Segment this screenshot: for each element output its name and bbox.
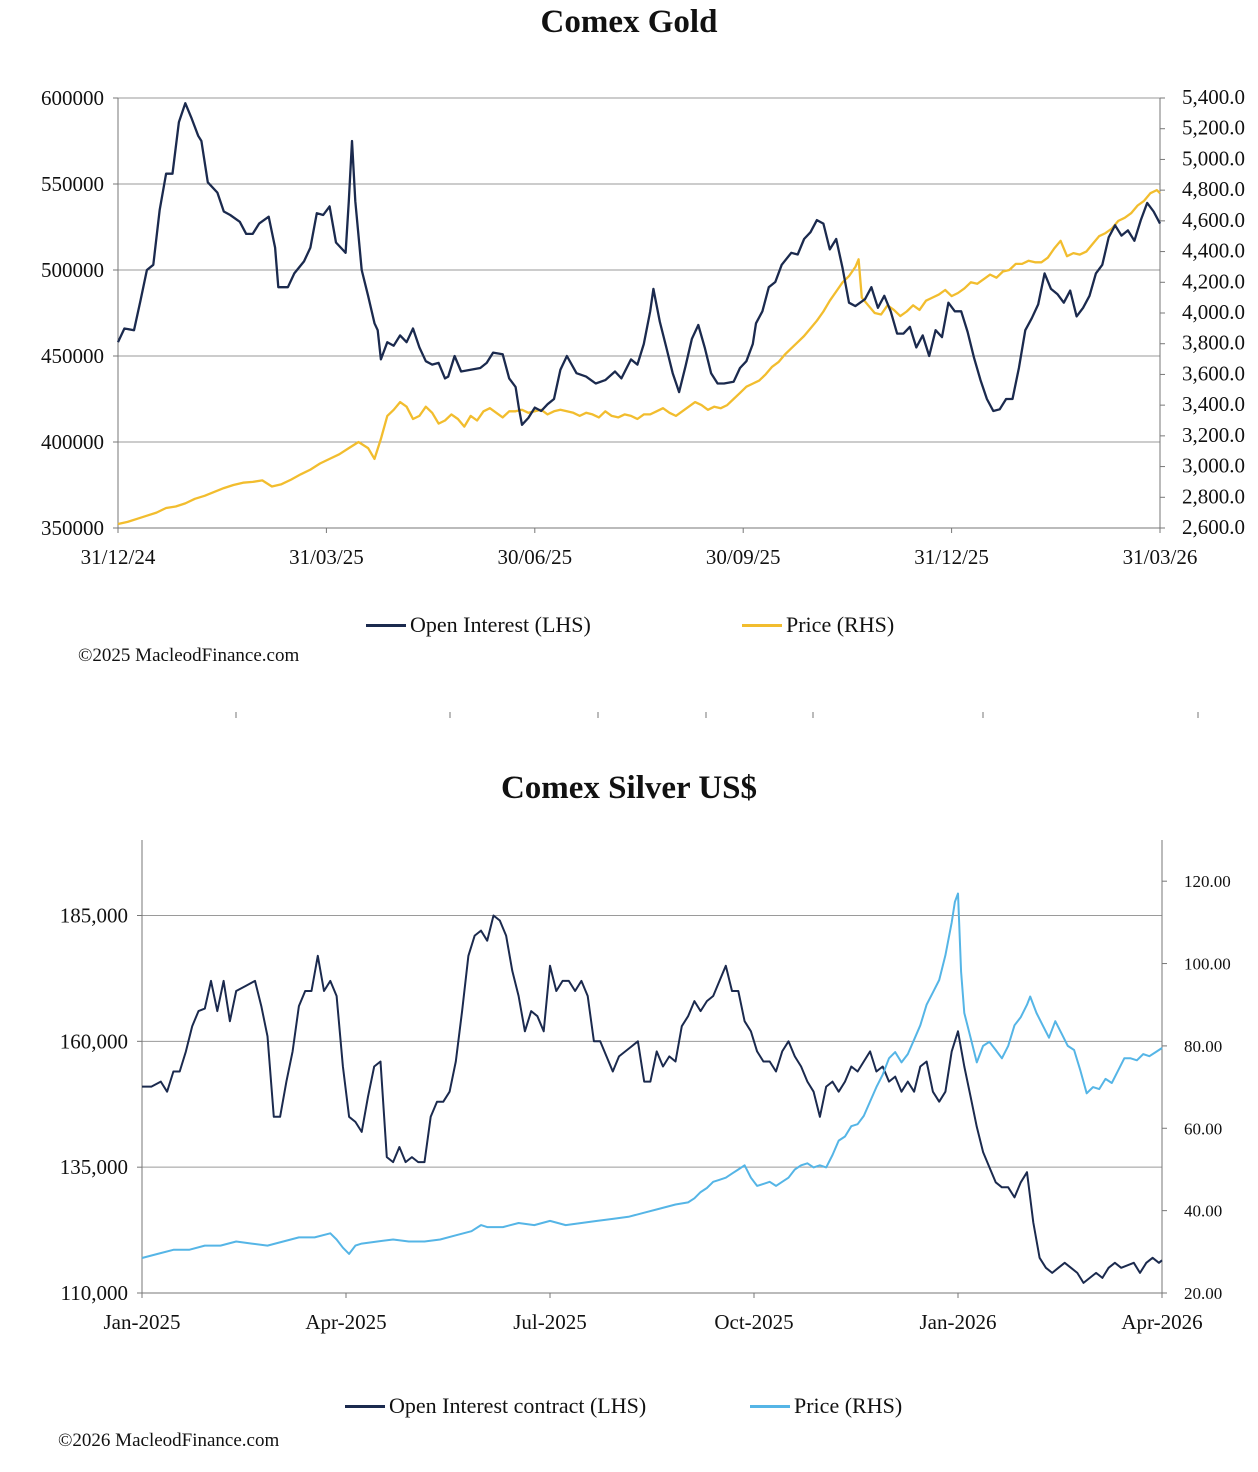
gold-right-tick-label-3: 4,800.0 (1182, 177, 1245, 201)
gold-x-tick-label-4: 31/12/25 (914, 545, 989, 569)
gold-right-tick-label-13: 2,800.0 (1182, 484, 1245, 508)
silver-x-tick-label-4: Jan-2026 (920, 1310, 997, 1334)
gold-right-tick-label-12: 3,000.0 (1182, 454, 1245, 478)
gold-credit: ©2025 MacleodFinance.com (78, 645, 300, 666)
gold-x-tick-label-5: 31/03/26 (1123, 545, 1198, 569)
silver-right-tick-label-3: 60.00 (1184, 1119, 1222, 1138)
silver-x-tick-label-1: Apr-2025 (305, 1310, 386, 1334)
silver-legend-oi-label: Open Interest contract (LHS) (389, 1393, 647, 1418)
gold-right-tick-label-0: 5,400.0 (1182, 85, 1245, 109)
silver-credit: ©2026 MacleodFinance.com (58, 1430, 280, 1451)
silver-left-tick-label-2: 135,000 (60, 1155, 128, 1179)
silver-legend-price-label: Price (RHS) (794, 1393, 903, 1418)
silver-x-tick-label-2: Jul-2025 (513, 1310, 587, 1334)
silver-right-tick-label-5: 20.00 (1184, 1284, 1222, 1303)
silver-legend-price: Price (RHS) (750, 1393, 902, 1419)
panel-divider (0, 712, 1258, 722)
gold-right-tick-label-1: 5,200.0 (1182, 116, 1245, 140)
gold-legend-price-label: Price (RHS) (786, 612, 895, 637)
silver-x-tick-label-5: Apr-2026 (1121, 1310, 1202, 1334)
silver-legend-oi-swatch (345, 1404, 385, 1408)
gold-left-tick-label-4: 400000 (41, 430, 104, 454)
gold-x-tick-label-1: 31/03/25 (289, 545, 364, 569)
silver-right-tick-label-1: 100.00 (1184, 955, 1231, 974)
gold-right-tick-label-2: 5,000.0 (1182, 146, 1245, 170)
silver-legend-price-swatch (750, 1404, 790, 1408)
gold-right-tick-label-6: 4,200.0 (1182, 269, 1245, 293)
gold-right-tick-label-11: 3,200.0 (1182, 423, 1245, 447)
gold-right-tick-label-14: 2,600.0 (1182, 515, 1245, 539)
gold-legend-oi-label: Open Interest (LHS) (410, 612, 591, 637)
silver-chart-panel: Comex Silver US$ 185,000 160,000 135,000 11… (0, 740, 1258, 1472)
gold-x-tick-label-3: 30/09/25 (706, 545, 781, 569)
gold-x-tick-label-2: 30/06/25 (497, 545, 572, 569)
gold-legend-price-swatch (742, 623, 782, 627)
silver-left-tick-label-1: 160,000 (60, 1029, 128, 1053)
gold-chart: 600000 550000 500000 450000 400000 350000 5,40… (41, 85, 1245, 569)
gold-series-price-rhs (117, 188, 1161, 526)
silver-chart: 185,000 160,000 135,000 110,000 120.00 100.00… (60, 840, 1231, 1334)
gold-legend-oi-swatch (366, 623, 406, 627)
gold-right-tick-label-7: 4,000.0 (1182, 300, 1245, 324)
gold-left-tick-label-2: 500000 (41, 258, 104, 282)
silver-right-tick-label-2: 80.00 (1184, 1037, 1222, 1056)
silver-right-tick-label-0: 120.00 (1184, 872, 1231, 891)
silver-left-tick-label-0: 185,000 (60, 904, 128, 928)
silver-chart-title: Comex Silver US$ (500, 770, 758, 806)
silver-x-tick-label-3: Oct-2025 (714, 1310, 793, 1334)
silver-series-price-rhs (141, 892, 1163, 1259)
gold-legend-open-interest: Open Interest (LHS) (366, 612, 591, 638)
silver-series-open-interest-contract-lhs (142, 914, 1163, 1284)
gold-chart-title: Comex Gold (540, 4, 718, 40)
gold-left-tick-label-0: 600000 (41, 86, 104, 110)
gold-right-tick-label-8: 3,800.0 (1182, 331, 1245, 355)
gold-left-tick-label-5: 350000 (41, 516, 104, 540)
gold-right-tick-label-10: 3,400.0 (1182, 392, 1245, 416)
silver-right-tick-label-4: 40.00 (1184, 1202, 1222, 1221)
gold-chart-panel: Comex Gold 600000 550000 500000 450000 40000… (0, 0, 1258, 700)
gold-left-tick-label-3: 450000 (41, 344, 104, 368)
gold-left-tick-label-1: 550000 (41, 172, 104, 196)
silver-left-tick-label-3: 110,000 (61, 1281, 128, 1305)
gold-right-tick-label-9: 3,600.0 (1182, 361, 1245, 385)
gold-right-tick-label-4: 4,600.0 (1182, 208, 1245, 232)
gold-x-tick-label-0: 31/12/24 (81, 545, 156, 569)
gold-legend-price: Price (RHS) (742, 612, 894, 638)
gold-right-tick-label-5: 4,400.0 (1182, 239, 1245, 263)
gold-series-open-interest-lhs (116, 102, 1162, 426)
silver-legend-open-interest: Open Interest contract (LHS) (345, 1393, 646, 1419)
silver-x-tick-label-0: Jan-2025 (104, 1310, 181, 1334)
